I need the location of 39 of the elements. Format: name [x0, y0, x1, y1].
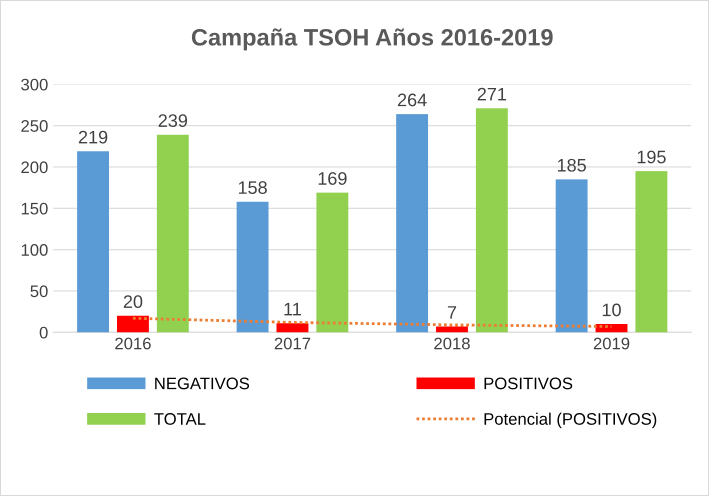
bar: [77, 151, 110, 332]
data-label: 195: [638, 150, 666, 164]
data-label: 264: [398, 94, 427, 106]
bar: [396, 114, 428, 332]
legend-label: TOTAL: [154, 413, 206, 425]
y-tick-label: 200: [21, 161, 48, 174]
data-label: 7: [448, 306, 456, 319]
x-tick-label: 2017: [274, 338, 310, 350]
data-label: 169: [318, 172, 347, 185]
bar: [236, 202, 269, 332]
x-tick-label: 2016: [115, 338, 151, 350]
y-tick-label: 0: [40, 326, 48, 339]
data-label: 11: [284, 302, 301, 316]
data-label: 271: [478, 88, 506, 100]
y-tick-label: 250: [21, 120, 48, 132]
y-tick-label: 150: [22, 202, 48, 215]
x-tick-label: 2019: [594, 338, 630, 350]
data-label: 239: [158, 114, 188, 128]
bar: [476, 108, 508, 332]
data-label: 185: [558, 158, 586, 172]
data-label: 158: [238, 181, 267, 194]
x-tick-label: 2018: [434, 338, 470, 350]
y-tick-label: 100: [22, 244, 48, 256]
legend-label: NEGATIVOS: [155, 378, 250, 390]
bar: [156, 134, 189, 332]
bar: [116, 316, 149, 332]
data-label: 219: [78, 130, 108, 144]
y-tick-label: 300: [21, 78, 48, 91]
bar: [635, 171, 668, 332]
bar: [276, 323, 308, 332]
legend-label: POSITIVOS: [484, 378, 572, 390]
legend-label: Potencial (POSITIVOS): [484, 412, 656, 428]
chart-title: Campaña TSOH Años 2016-2019: [192, 28, 553, 50]
bar: [316, 192, 348, 332]
bar: [556, 179, 588, 332]
bar: [436, 326, 468, 332]
data-label: 20: [124, 295, 142, 308]
data-label: 10: [602, 304, 621, 316]
y-tick-label: 50: [30, 285, 48, 298]
